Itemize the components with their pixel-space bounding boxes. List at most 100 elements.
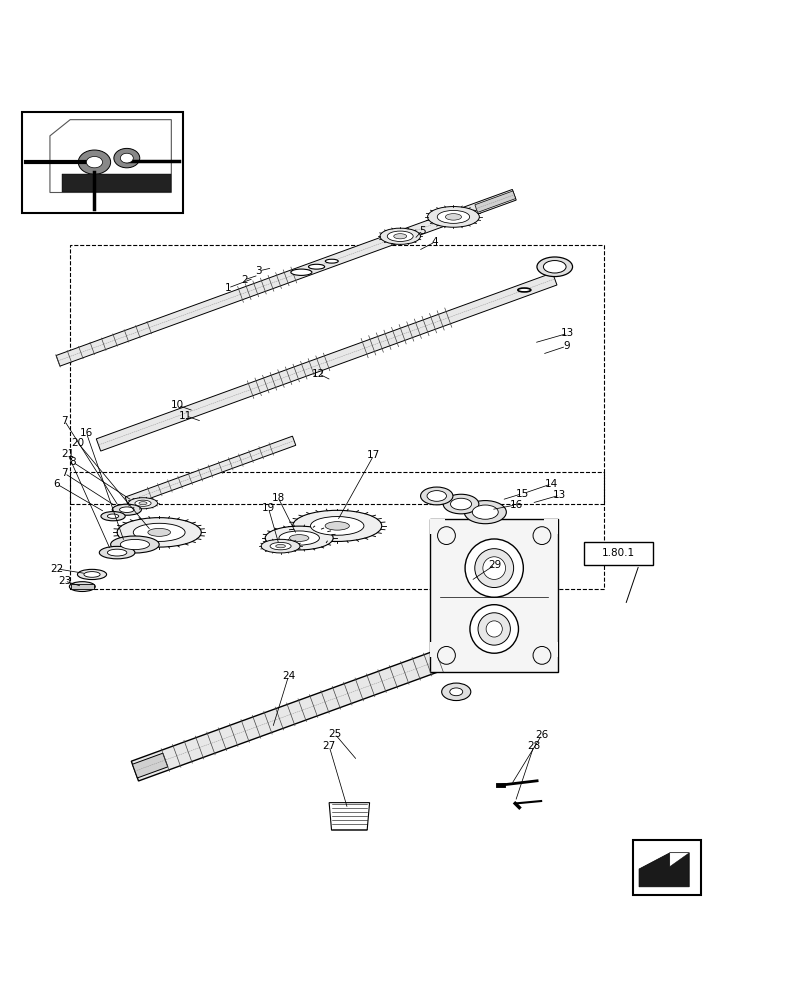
Ellipse shape	[112, 504, 141, 515]
Ellipse shape	[265, 526, 333, 550]
Text: 1: 1	[225, 283, 231, 293]
Polygon shape	[71, 584, 93, 589]
Bar	[430, 519, 557, 672]
Ellipse shape	[119, 507, 134, 512]
Ellipse shape	[114, 148, 139, 168]
Text: 29: 29	[487, 560, 501, 570]
Ellipse shape	[308, 264, 324, 269]
Ellipse shape	[276, 544, 285, 548]
Text: 8: 8	[69, 457, 75, 467]
Text: 15: 15	[515, 489, 529, 499]
Text: 22: 22	[49, 564, 63, 574]
Text: 2: 2	[241, 275, 247, 285]
Ellipse shape	[393, 234, 406, 239]
Polygon shape	[97, 273, 556, 451]
Text: 16: 16	[508, 500, 522, 510]
Ellipse shape	[324, 522, 349, 530]
Ellipse shape	[444, 214, 461, 220]
Ellipse shape	[325, 259, 338, 263]
Ellipse shape	[69, 582, 95, 592]
Text: 13: 13	[552, 490, 566, 500]
Ellipse shape	[543, 261, 565, 273]
Ellipse shape	[380, 228, 420, 244]
Text: 25: 25	[328, 729, 341, 739]
Polygon shape	[474, 191, 515, 212]
Polygon shape	[56, 189, 516, 366]
Ellipse shape	[387, 231, 413, 241]
Ellipse shape	[449, 688, 462, 696]
Polygon shape	[669, 853, 689, 867]
Ellipse shape	[478, 613, 510, 645]
Ellipse shape	[120, 153, 133, 163]
Ellipse shape	[99, 546, 135, 559]
Ellipse shape	[135, 500, 151, 506]
Polygon shape	[132, 753, 168, 778]
Text: 16: 16	[79, 428, 93, 438]
Text: 11: 11	[179, 411, 192, 421]
Polygon shape	[125, 436, 295, 506]
Polygon shape	[638, 853, 689, 887]
Text: 27: 27	[322, 741, 335, 751]
Bar	[543, 642, 557, 657]
Ellipse shape	[536, 257, 572, 277]
Text: 7: 7	[61, 468, 68, 478]
Ellipse shape	[437, 527, 455, 545]
Ellipse shape	[120, 539, 149, 550]
Text: 9: 9	[562, 341, 569, 351]
Ellipse shape	[107, 514, 118, 518]
Ellipse shape	[437, 646, 455, 664]
Ellipse shape	[486, 621, 502, 637]
Ellipse shape	[310, 517, 363, 535]
Ellipse shape	[270, 542, 290, 550]
Ellipse shape	[77, 569, 106, 580]
Ellipse shape	[292, 510, 381, 541]
Ellipse shape	[532, 527, 550, 545]
Ellipse shape	[148, 528, 170, 536]
Text: 13: 13	[560, 328, 573, 338]
Ellipse shape	[117, 518, 201, 547]
Ellipse shape	[128, 498, 157, 509]
Text: 23: 23	[58, 576, 71, 586]
Text: 19: 19	[261, 503, 275, 513]
Ellipse shape	[110, 536, 159, 553]
Bar	[543, 519, 557, 534]
Polygon shape	[131, 645, 457, 781]
Text: 14: 14	[544, 479, 558, 489]
Text: 6: 6	[53, 479, 60, 489]
Text: 17: 17	[367, 450, 380, 460]
Bar	[430, 642, 444, 657]
Text: 7: 7	[61, 416, 68, 426]
Text: 18: 18	[271, 493, 285, 503]
Text: 3: 3	[255, 266, 262, 276]
Text: 10: 10	[171, 400, 184, 410]
Ellipse shape	[474, 549, 513, 588]
Ellipse shape	[465, 539, 523, 597]
Text: 21: 21	[61, 449, 75, 459]
Text: 1.80.1: 1.80.1	[601, 548, 634, 558]
Ellipse shape	[472, 505, 498, 519]
Ellipse shape	[84, 572, 100, 577]
Ellipse shape	[437, 210, 469, 223]
Text: 28: 28	[526, 741, 540, 751]
Bar	[632, 840, 701, 895]
Ellipse shape	[78, 150, 110, 174]
Ellipse shape	[101, 512, 125, 521]
Bar	[70, 245, 603, 504]
Text: 24: 24	[281, 671, 295, 681]
Ellipse shape	[261, 539, 299, 553]
Polygon shape	[62, 174, 171, 192]
Ellipse shape	[532, 646, 550, 664]
Ellipse shape	[139, 502, 147, 505]
Ellipse shape	[483, 557, 505, 579]
Ellipse shape	[450, 498, 471, 510]
Ellipse shape	[427, 491, 446, 501]
Text: 12: 12	[311, 369, 325, 379]
Ellipse shape	[107, 549, 127, 556]
Bar	[583, 542, 652, 565]
Ellipse shape	[443, 494, 478, 514]
Ellipse shape	[441, 683, 470, 701]
Ellipse shape	[517, 288, 530, 292]
Text: 5: 5	[418, 226, 425, 236]
Bar	[22, 112, 183, 213]
Ellipse shape	[86, 156, 102, 168]
